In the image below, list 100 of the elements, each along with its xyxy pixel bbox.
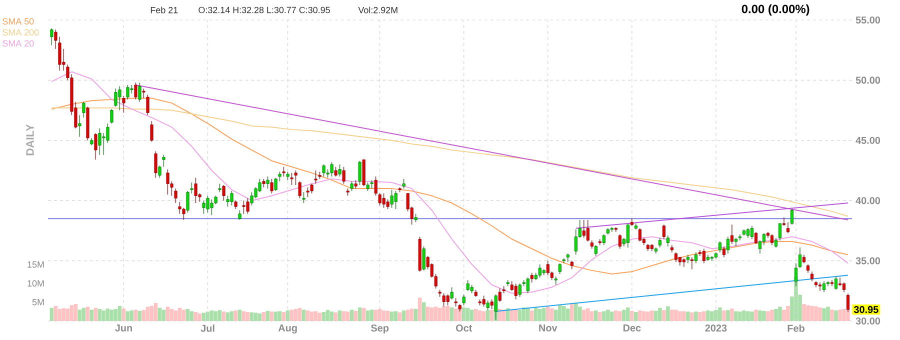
candlestick bbox=[150, 120, 154, 142]
bar bbox=[182, 310, 186, 321]
candlestick bbox=[462, 294, 466, 306]
bar bbox=[242, 311, 246, 321]
bar bbox=[78, 310, 82, 321]
bar bbox=[142, 310, 146, 321]
candlestick bbox=[782, 217, 786, 226]
candlestick bbox=[690, 256, 694, 270]
candlestick bbox=[514, 283, 518, 300]
bar bbox=[606, 310, 610, 321]
bar bbox=[230, 311, 234, 321]
candlestick bbox=[770, 234, 774, 246]
bar bbox=[582, 310, 586, 321]
text: SMA 200 bbox=[2, 29, 39, 36]
candlestick bbox=[722, 246, 726, 258]
bar bbox=[602, 311, 606, 321]
candlestick bbox=[842, 282, 846, 292]
bar bbox=[558, 305, 562, 321]
candlestick bbox=[110, 108, 114, 124]
candlestick bbox=[422, 246, 426, 271]
y-tick-label: 55.00 bbox=[856, 16, 880, 24]
candlestick bbox=[734, 238, 738, 247]
bar bbox=[274, 312, 278, 321]
bar bbox=[386, 310, 390, 321]
candlestick bbox=[378, 193, 382, 206]
bar bbox=[574, 302, 578, 321]
candlestick bbox=[242, 200, 246, 214]
bar bbox=[110, 310, 114, 321]
candlestick bbox=[630, 218, 634, 226]
candlestick bbox=[626, 224, 630, 248]
y-tick-label: 50.00 bbox=[856, 76, 880, 84]
candlestick bbox=[530, 272, 534, 283]
candlestick bbox=[350, 181, 354, 192]
candlestick bbox=[82, 102, 86, 118]
bar bbox=[478, 310, 482, 321]
text: Feb 21 bbox=[150, 6, 178, 14]
candlestick bbox=[750, 226, 754, 240]
bar bbox=[266, 310, 270, 321]
bar bbox=[730, 308, 734, 321]
text: 0.00 (0.00%) bbox=[742, 4, 810, 16]
bar bbox=[254, 312, 258, 321]
candlestick bbox=[798, 247, 802, 268]
candlestick bbox=[166, 168, 170, 195]
candlestick bbox=[838, 277, 842, 286]
bar bbox=[690, 312, 694, 321]
bar bbox=[670, 310, 674, 321]
text: O:32.14 H:32.28 L:30.77 C:30.95 bbox=[198, 6, 330, 14]
candlestick bbox=[238, 210, 242, 220]
candlestick bbox=[282, 166, 286, 177]
candlestick bbox=[274, 177, 278, 192]
candlestick bbox=[450, 286, 454, 300]
bar bbox=[562, 306, 566, 321]
candlestick bbox=[482, 295, 486, 307]
bar bbox=[358, 307, 362, 321]
candlestick bbox=[674, 252, 678, 262]
bar bbox=[722, 310, 726, 321]
x-tick-label: Nov bbox=[539, 324, 558, 332]
candlestick bbox=[518, 283, 522, 298]
candlestick bbox=[686, 254, 690, 264]
bar bbox=[610, 312, 614, 321]
candlestick bbox=[270, 178, 274, 194]
bar bbox=[818, 307, 822, 321]
candlestick bbox=[306, 187, 310, 198]
bar bbox=[750, 312, 754, 321]
candlestick bbox=[190, 182, 194, 194]
bar bbox=[94, 308, 98, 321]
bar bbox=[190, 311, 194, 321]
candlestick bbox=[586, 220, 590, 242]
candlestick bbox=[186, 190, 190, 213]
bar bbox=[282, 312, 286, 321]
bar bbox=[318, 312, 322, 321]
bar bbox=[270, 312, 274, 321]
candlestick bbox=[222, 184, 226, 201]
bar bbox=[466, 308, 470, 321]
candlestick bbox=[730, 224, 734, 244]
bar bbox=[718, 307, 722, 321]
bar bbox=[162, 310, 166, 321]
text: DAILY bbox=[26, 124, 34, 156]
candlestick bbox=[106, 123, 110, 144]
bar bbox=[526, 308, 530, 321]
bar bbox=[702, 311, 706, 321]
bar bbox=[446, 306, 450, 321]
candlestick bbox=[394, 190, 398, 210]
candlestick bbox=[342, 166, 346, 184]
candlestick bbox=[662, 224, 666, 240]
bar bbox=[394, 311, 398, 321]
candlestick bbox=[386, 199, 390, 210]
bar bbox=[178, 308, 182, 321]
bar bbox=[82, 308, 86, 321]
bar bbox=[654, 310, 658, 321]
candlestick bbox=[146, 94, 150, 116]
candlestick bbox=[118, 86, 122, 111]
x-tick-label: 2023 bbox=[705, 324, 727, 332]
y-tick-label: 30.00 bbox=[856, 317, 880, 325]
bar bbox=[62, 308, 66, 321]
candlestick bbox=[178, 202, 182, 214]
bar bbox=[666, 306, 670, 321]
candlestick bbox=[158, 165, 162, 178]
bar bbox=[202, 312, 206, 321]
candlestick bbox=[246, 198, 250, 214]
